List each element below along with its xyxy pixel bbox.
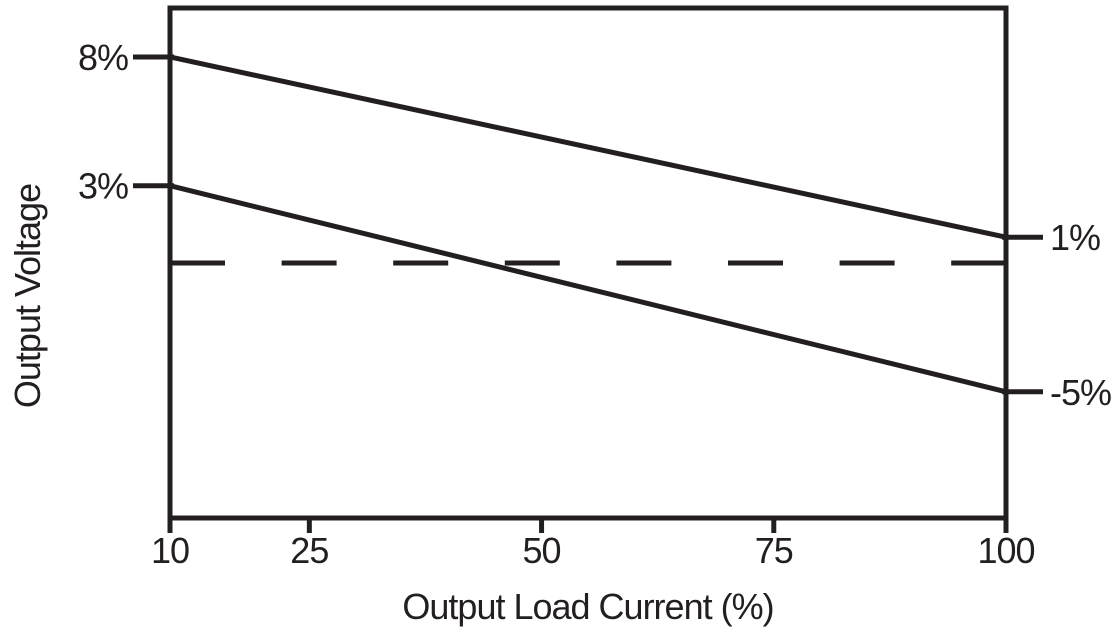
x-tick-label: 10 — [151, 530, 189, 571]
x-tick-label: 100 — [977, 530, 1034, 571]
left-axis-label: 3% — [78, 166, 128, 207]
x-tick-label: 25 — [290, 530, 328, 571]
x-tick-label: 50 — [523, 530, 561, 571]
x-axis-title: Output Load Current (%) — [402, 586, 774, 627]
lower-tolerance-line — [169, 183, 1007, 395]
y-axis-title: Output Voltage — [7, 183, 48, 409]
right-axis-label: 1% — [1050, 217, 1100, 258]
right-axis-label: -5% — [1050, 372, 1111, 413]
x-tick-label: 75 — [755, 530, 793, 571]
left-axis-label: 8% — [78, 37, 128, 78]
upper-tolerance-line — [169, 54, 1007, 240]
